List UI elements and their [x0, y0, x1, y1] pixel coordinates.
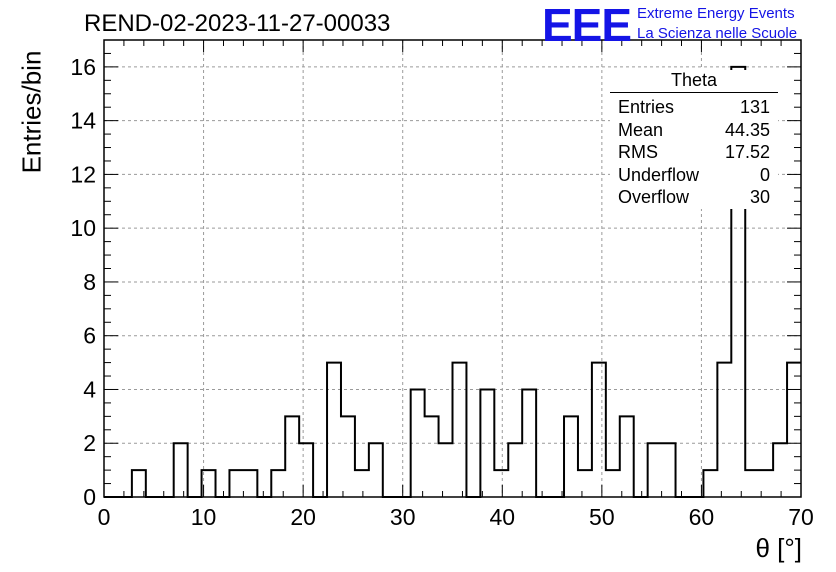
histogram-bin — [564, 416, 578, 497]
stats-row-underflow: Underflow 0 — [610, 164, 778, 187]
stats-label: Mean — [618, 119, 664, 140]
y-tick-label: 6 — [83, 323, 96, 349]
histogram-bin — [369, 443, 383, 497]
histogram-outline — [104, 65, 801, 498]
y-axis-label: Entries/bin — [16, 50, 47, 174]
stats-row-mean: Mean 44.35 — [610, 119, 778, 142]
y-tick-label: 12 — [70, 161, 96, 187]
histogram-bin — [355, 470, 369, 497]
logo-caption-line-2: La Scienza nelle Scuole — [637, 25, 798, 42]
stats-label: Entries — [618, 97, 675, 117]
y-tick-label: 14 — [70, 108, 96, 134]
x-tick-label: 40 — [489, 504, 515, 530]
histogram-bin — [229, 470, 243, 497]
histogram-bin — [606, 470, 620, 497]
stats-row-overflow: Overflow 30 — [610, 186, 778, 209]
x-axis-label: θ [°] — [755, 533, 802, 563]
eee-logo-caption: Extreme Energy Events La Scienza nelle S… — [637, 4, 797, 44]
stats-value: 131 — [739, 97, 770, 117]
stats-label: Underflow — [618, 164, 700, 185]
histogram-bin — [243, 470, 257, 497]
chart-title: REND-02-2023-11-27-00033 — [84, 10, 391, 37]
histogram-bin — [494, 470, 508, 497]
histogram-bin — [745, 470, 759, 497]
histogram-bin — [578, 470, 592, 497]
stats-label: RMS — [618, 142, 658, 162]
histogram-bin — [620, 416, 634, 497]
histogram-bin — [703, 470, 717, 497]
stats-value: 44.35 — [724, 119, 770, 140]
histogram-bin — [717, 363, 731, 497]
histogram-bin — [285, 416, 299, 497]
histogram-bin — [592, 363, 606, 497]
x-tick-label: 50 — [589, 504, 615, 530]
logo-caption-line-1: Extreme Energy Events — [637, 5, 795, 22]
y-tick-label: 4 — [83, 376, 96, 402]
histogram-bin — [508, 443, 522, 497]
y-tick-label: 0 — [83, 484, 96, 510]
x-tick-label: 0 — [98, 504, 111, 530]
histogram-bin — [299, 443, 313, 497]
histogram-bin — [439, 443, 453, 497]
histogram-bin — [648, 443, 662, 497]
y-tick-label: 8 — [83, 269, 96, 295]
stats-value: 30 — [749, 187, 770, 207]
histogram-bin — [662, 443, 676, 497]
x-tick-label: 30 — [390, 504, 416, 530]
x-tick-label: 20 — [290, 504, 316, 530]
x-tick-label: 60 — [689, 504, 715, 530]
stats-label: Overflow — [618, 187, 690, 207]
histogram-bin — [341, 416, 355, 497]
histogram-bin — [425, 416, 439, 497]
eee-logo: EEE — [542, 0, 632, 51]
statistics-box-title: Theta — [610, 70, 778, 93]
y-tick-label: 2 — [83, 430, 96, 456]
statistics-box: Theta Entries 131 Mean 44.35 RMS 17.52 Unde… — [610, 70, 778, 209]
histogram-bin — [174, 443, 188, 497]
histogram-bin — [453, 363, 467, 497]
y-tick-label: 16 — [70, 54, 96, 80]
y-tick-label: 10 — [70, 215, 96, 241]
x-tick-label: 10 — [191, 504, 217, 530]
stats-value: 0 — [759, 164, 770, 185]
histogram-bin — [327, 363, 341, 497]
histogram-bin — [773, 443, 787, 497]
stats-value: 17.52 — [724, 142, 770, 162]
x-tick-label: 70 — [788, 504, 814, 530]
stats-row-entries: Entries 131 — [610, 96, 778, 119]
stats-row-rms: RMS 17.52 — [610, 141, 778, 164]
